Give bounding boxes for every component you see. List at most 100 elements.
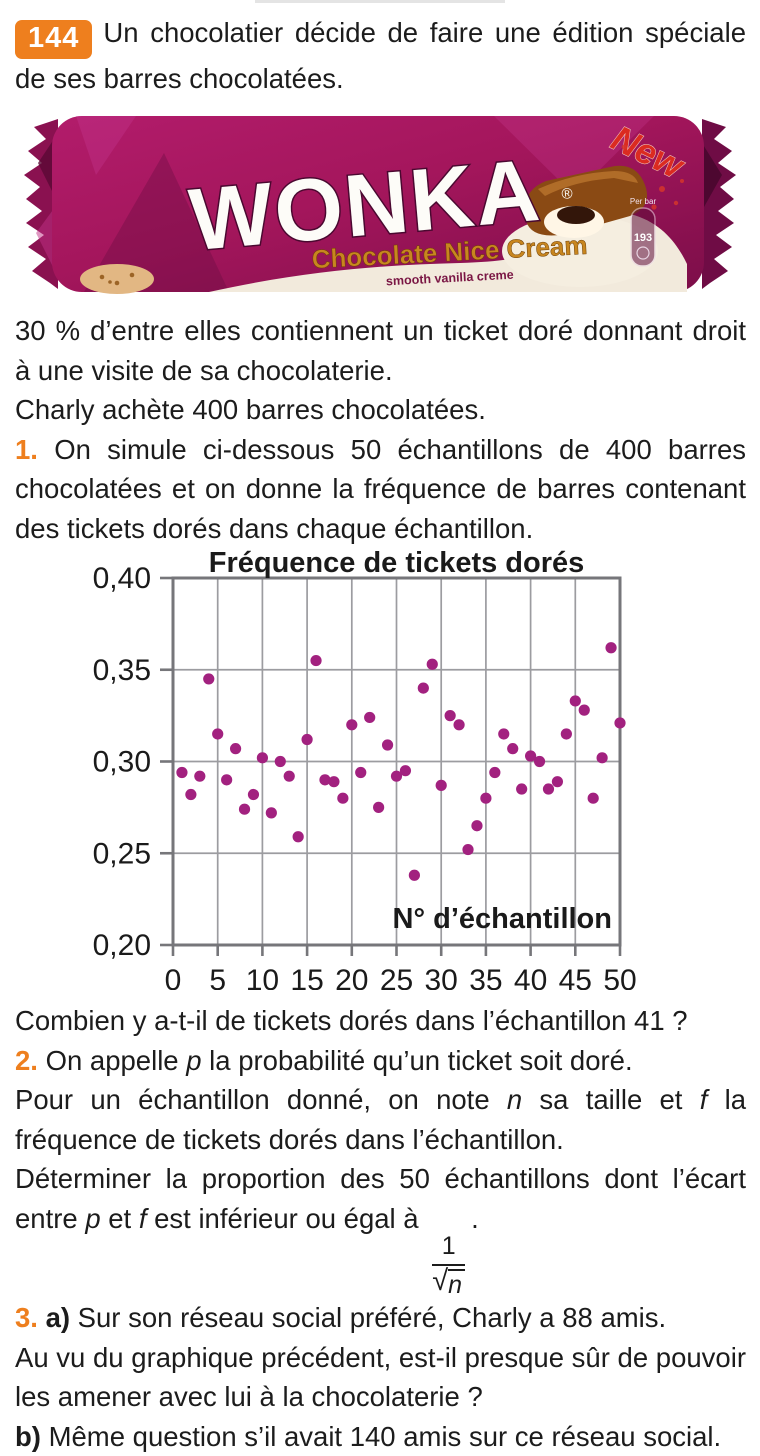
data-point: [471, 820, 483, 832]
sparkle: [680, 179, 684, 183]
data-point: [355, 766, 367, 779]
x-tick-label: 25: [380, 964, 413, 990]
data-point: [337, 792, 349, 804]
x-tick-label: 5: [209, 964, 226, 990]
x-tick-label: 20: [335, 964, 368, 990]
sparkle: [659, 186, 665, 192]
scatter-plot-svg: 0 5 10 15 20 25 30 35 40 45 50 0,20 0,25 0,30 0,35 0,40…: [93, 547, 637, 997]
data-point: [301, 733, 313, 746]
x-tick-label: 0: [165, 964, 182, 990]
exercise-header: 144 Un chocolatier décide de faire une éd…: [15, 13, 746, 99]
data-point: [319, 774, 331, 786]
wonka-bar-photo: New WONKA ® Chocolate Nice Cream smooth …: [14, 103, 746, 305]
x-tick-label: 40: [514, 964, 547, 990]
data-point: [596, 752, 608, 764]
data-point: [614, 717, 626, 729]
data-point: [605, 642, 617, 654]
y-tick-label: 0,25: [93, 837, 151, 870]
question-2-task: Déterminer la proportion des 50 échantil…: [15, 1163, 746, 1299]
nutrition-thumbnail: Per bar 193: [630, 197, 657, 267]
cookie-speckle: [129, 272, 135, 278]
data-point: [381, 739, 394, 751]
chart-title: Fréquence de tickets dorés: [209, 547, 585, 579]
data-point: [390, 770, 403, 782]
x-tick-label: 30: [425, 964, 458, 990]
chocolate-top-highlight: [538, 171, 638, 196]
data-point: [516, 783, 528, 795]
question-2: 2. On appelle p la probabilité qu’un tic…: [15, 1044, 633, 1076]
wrapper-sheen: [494, 116, 654, 195]
wrapper-fold-shadow: [702, 143, 722, 207]
wrapper-crease: [84, 153, 229, 292]
data-point: [256, 752, 268, 764]
data-point: [551, 776, 564, 788]
data-point: [203, 673, 215, 685]
cookie-speckle: [114, 280, 120, 286]
exercise-intro-text: Un chocolatier décide de faire une éditi…: [15, 17, 746, 94]
x-axis-label: N° d’échantillon: [393, 903, 612, 935]
data-point: [578, 704, 590, 716]
data-point: [462, 843, 474, 856]
data-point: [417, 682, 429, 694]
y-tick-label: 0,30: [93, 746, 151, 779]
x-tick-label: 45: [559, 964, 592, 990]
data-point: [221, 774, 233, 786]
data-point: [194, 770, 206, 782]
y-tick-label: 0,35: [93, 654, 151, 687]
question-2-definition: Pour un échantillon donné, on note n sa …: [15, 1084, 746, 1155]
data-point: [426, 658, 438, 670]
questions-block: Combien y a-t-il de tickets dorés dans l…: [15, 1001, 746, 1456]
data-point: [238, 803, 251, 815]
registered-mark: ®: [561, 185, 574, 203]
data-point: [587, 792, 599, 804]
data-point: [328, 776, 340, 788]
chocolate-bite-center: [557, 206, 595, 224]
data-point: [489, 766, 501, 779]
question-1-prompt: Combien y a-t-il de tickets dorés dans l…: [15, 1005, 688, 1036]
data-point: [399, 765, 412, 777]
nutrition-header: Per bar: [630, 197, 657, 206]
statement-block: 30 % d’entre elles contiennent un ticket…: [15, 311, 746, 549]
x-tick-label: 10: [246, 964, 279, 990]
data-point: [229, 743, 242, 755]
x-tick-label: 35: [469, 964, 502, 990]
cropped-image-artifact: [255, 0, 505, 3]
tagline-text: smooth vanilla creme: [386, 268, 514, 289]
y-tick-label: 0,40: [93, 562, 151, 595]
y-tick-label: 0,20: [93, 929, 151, 962]
data-point: [185, 788, 197, 801]
question-3a: 3. a) Sur son réseau social préféré, Cha…: [15, 1301, 667, 1333]
data-point: [569, 695, 581, 707]
data-point: [560, 728, 572, 740]
frequency-scatter-chart: 0 5 10 15 20 25 30 35 40 45 50 0,20 0,25 0,30 0,35 0,40…: [0, 545, 760, 997]
data-point: [176, 766, 188, 779]
exercise-number-badge: 144: [15, 20, 93, 59]
data-point: [364, 711, 376, 724]
data-point: [542, 783, 555, 795]
x-tick-label: 50: [603, 964, 636, 990]
data-point: [310, 654, 322, 667]
data-point: [533, 755, 546, 768]
data-point: [212, 728, 224, 740]
nutrition-calories: 193: [634, 232, 652, 244]
data-point: [435, 779, 447, 791]
paragraph-golden-ticket: 30 % d’entre elles contiennent un ticket…: [15, 315, 746, 386]
data-point: [346, 719, 358, 731]
sparkle: [651, 204, 657, 210]
data-point: [498, 728, 510, 740]
fraction-1-over-sqrt-n: 1 √ n: [432, 1233, 466, 1298]
cookie-speckle: [99, 274, 105, 280]
cookie-speckle: [108, 280, 112, 284]
question-3a-followup: Au vu du graphique précédent, est-il pre…: [15, 1341, 746, 1413]
data-point: [283, 770, 295, 782]
sparkle: [673, 200, 679, 206]
sparkle: [621, 144, 627, 150]
data-point: [247, 788, 260, 801]
nutrition-dial: [636, 246, 650, 260]
wrapper-sheen: [76, 116, 136, 175]
data-point: [265, 807, 277, 819]
data-point: [292, 831, 304, 843]
wonka-bar-illustration: New WONKA ® Chocolate Nice Cream smooth …: [24, 116, 736, 294]
data-point: [453, 719, 465, 731]
